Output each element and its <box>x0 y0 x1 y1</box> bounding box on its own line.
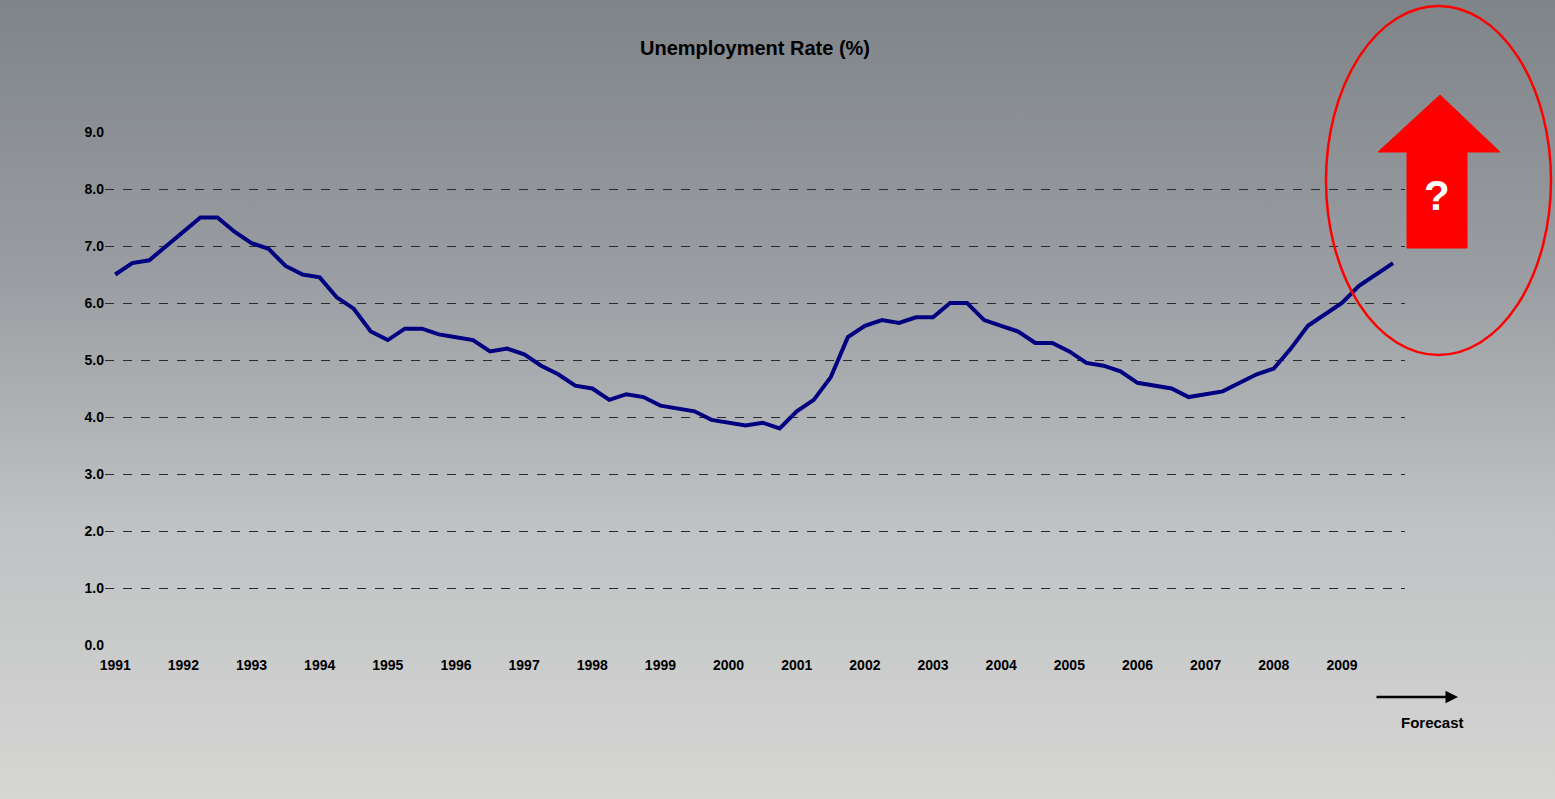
svg-text:1995: 1995 <box>372 657 403 673</box>
svg-text:2001: 2001 <box>781 657 812 673</box>
svg-text:4.0: 4.0 <box>85 409 105 425</box>
svg-text:2003: 2003 <box>917 657 948 673</box>
svg-text:Forecast: Forecast <box>1401 714 1464 731</box>
svg-text:1991: 1991 <box>100 657 131 673</box>
svg-text:1998: 1998 <box>577 657 608 673</box>
svg-text:6.0: 6.0 <box>85 295 105 311</box>
svg-text:Unemployment Rate (%): Unemployment Rate (%) <box>640 37 870 59</box>
svg-text:2.0: 2.0 <box>85 523 105 539</box>
svg-text:2009: 2009 <box>1326 657 1357 673</box>
svg-text:2004: 2004 <box>986 657 1017 673</box>
svg-text:1996: 1996 <box>440 657 471 673</box>
svg-text:3.0: 3.0 <box>85 466 105 482</box>
svg-text:2002: 2002 <box>849 657 880 673</box>
svg-text:2007: 2007 <box>1190 657 1221 673</box>
svg-text:1999: 1999 <box>645 657 676 673</box>
svg-text:2000: 2000 <box>713 657 744 673</box>
svg-text:1.0: 1.0 <box>85 580 105 596</box>
svg-text:?: ? <box>1424 172 1450 219</box>
svg-text:1993: 1993 <box>236 657 267 673</box>
svg-text:8.0: 8.0 <box>85 181 105 197</box>
svg-text:9.0: 9.0 <box>85 124 105 140</box>
svg-text:1994: 1994 <box>304 657 335 673</box>
svg-text:2005: 2005 <box>1054 657 1085 673</box>
svg-text:2008: 2008 <box>1258 657 1289 673</box>
svg-text:7.0: 7.0 <box>85 238 105 254</box>
svg-text:1997: 1997 <box>509 657 540 673</box>
svg-text:2006: 2006 <box>1122 657 1153 673</box>
svg-text:1992: 1992 <box>168 657 199 673</box>
svg-text:0.0: 0.0 <box>85 637 105 653</box>
svg-text:5.0: 5.0 <box>85 352 105 368</box>
